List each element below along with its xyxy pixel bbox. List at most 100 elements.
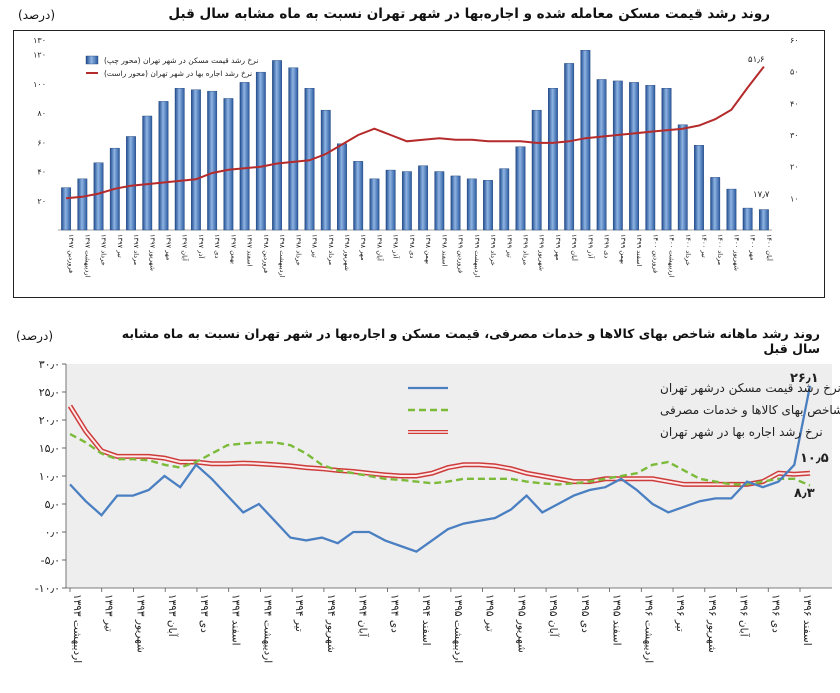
top-category-label: مهر ۱۳۹۷ [164,234,172,260]
top-category-label: بهمن ۱۳۹۷ [229,234,237,264]
top-bar [483,180,493,231]
top-bar [385,169,396,231]
top-bar [239,82,250,231]
top-bar [142,115,153,231]
top-category-label: اردیبهشت ۱۳۹۷ [83,234,91,278]
top-bar [596,79,607,231]
bottom-x-label: اردیبهشت ۱۳۹۴ [261,594,273,663]
top-bar [710,177,721,231]
top-category-label: تیر ۱۳۹۷ [116,234,124,258]
bottom-x-label: آبان ۱۳۹۶ [738,594,751,638]
bottom-end-label: ۱۰٫۵ [800,451,829,466]
top-bar [223,98,234,231]
top-category-label: شهریور ۱۴۰۰ [732,234,740,271]
bottom-x-label: شهریور ۱۳۹۴ [325,594,337,653]
top-bar [174,88,185,231]
top-bar [418,165,429,231]
bottom-x-label: آبان ۱۳۹۵ [547,594,560,638]
bottom-legend-label: نرخ رشد قیمت مسکن درشهر تهران [660,381,840,396]
bottom-x-label: شهریور ۱۳۹۳ [134,594,146,653]
top-category-label: مهر ۱۳۹۹ [554,234,562,260]
top-category-label: مرداد ۱۳۹۷ [132,234,140,265]
bottom-x-label: دی ۱۳۹۴ [388,594,400,633]
bottom-x-label: تیر ۱۳۹۳ [103,594,115,632]
bottom-y-tick: ۲۵٫۰ [39,386,60,399]
top-bar [645,85,656,231]
top-category-label: مرداد ۱۳۹۸ [327,234,335,265]
top-chart-frame [13,30,825,298]
top-category-label: فروردین ۱۳۹۹ [457,234,465,273]
top-bar [158,101,169,231]
top-rent-line [66,65,765,200]
bottom-y-tick: ۱۰٫۰ [39,470,60,483]
top-bar [434,171,445,231]
top-combo-chart: ۱۳۰ ۱۲۰ ۱۰۰ ۸۰ ۶۰ ۴۰ ۲۰ ۶۰ ۵۰ ۴۰ ۳۰ ۲۰ ۱۰ فروردین ۱۳۹… [33,36,799,278]
bottom-x-label: تیر ۱۳۹۵ [484,594,496,632]
top-left-tick: ۴۰ [37,168,46,177]
bottom-y-tick: ۰٫۰ [45,526,60,539]
top-bar [288,67,299,231]
top-right-tick: ۲۰ [790,163,799,172]
top-category-label: تیر ۱۴۰۰ [700,234,708,258]
top-category-label: اسفند ۱۳۹۸ [440,234,448,267]
top-category-label: بهمن ۱۳۹۸ [424,234,432,264]
bottom-x-label: اردیبهشت ۱۳۹۶ [642,594,654,663]
top-annotation: ۱۷٫۷ [753,190,770,200]
top-category-label: خرداد ۱۳۹۸ [294,234,302,266]
top-category-label: اردیبهشت ۱۳۹۹ [473,234,481,278]
top-left-tick: ۱۰۰ [33,80,46,89]
top-left-tick: ۸۰ [37,109,46,118]
top-category-label: تیر ۱۳۹۸ [311,234,319,258]
top-right-tick: ۳۰ [790,131,799,140]
top-bar [515,146,526,231]
top-bar [629,82,639,231]
top-bar [450,175,461,231]
top-bar [742,207,753,231]
bottom-y-tick: ۵٫۰ [45,498,60,511]
top-legend-label: نرخ رشد اجاره بها در شهر تهران (محور راس… [104,69,252,78]
top-bar [320,109,331,231]
bottom-housing-line [69,385,812,553]
top-category-label: فروردین ۱۴۰۰ [651,234,659,273]
top-category-label: شهریور ۱۳۹۹ [538,234,546,271]
top-bar [191,89,201,231]
top-bar [758,209,769,231]
top-category-label: دی ۱۳۹۸ [408,234,416,258]
top-right-tick: ۵۰ [790,68,799,77]
top-category-label: خرداد ۱۳۹۷ [100,234,108,266]
top-bar [61,187,72,231]
bottom-x-label: دی ۱۳۹۳ [198,594,210,633]
top-annotation: ۵۱٫۶ [748,55,764,65]
bottom-x-label: دی ۱۳۹۵ [579,594,591,633]
top-category-label: اسفند ۱۳۹۷ [246,234,254,267]
top-left-tick: ۱۳۰ [33,36,46,45]
top-bar [353,161,364,231]
bottom-x-label: اسفند ۱۳۹۳ [230,594,242,646]
top-bar [499,168,510,231]
top-bar [126,136,136,231]
top-category-label: فروردین ۱۳۹۸ [262,234,270,273]
bottom-legend-label: نرخ رشد شاخص بهای کالاها و خدمات مصرفی [660,403,840,418]
bottom-legend-label: نرخ رشد اجاره بها در شهر تهران [660,425,823,440]
top-category-label: بهمن ۱۳۹۹ [619,234,627,264]
top-category-label: مهر ۱۴۰۰ [749,234,757,260]
bottom-x-label: اسفند ۱۳۹۶ [801,594,813,646]
top-bar [401,171,412,231]
top-bar [466,178,477,231]
top-bar [77,178,88,231]
bottom-y-tick: ۳۰٫۰ [39,358,60,371]
bottom-x-label: اسفند ۱۳۹۴ [420,594,432,646]
top-bar [207,90,218,231]
top-left-tick: ۶۰ [37,138,46,147]
top-legend-label: نرخ رشد قیمت مسکن در شهر تهران (محور چپ) [104,56,258,65]
top-category-label: شهریور ۱۳۹۷ [148,234,156,271]
top-bar [369,178,380,231]
top-bar [677,124,688,231]
top-category-label: خرداد ۱۳۹۹ [489,234,497,266]
top-category-label: آبان ۱۴۰۰ [765,234,774,262]
top-category-label: دی ۱۳۹۷ [213,234,221,258]
top-category-label: آذر ۱۳۹۹ [586,234,595,259]
bottom-x-label: تیر ۱۳۹۴ [293,594,305,632]
bottom-x-label: آبان ۱۳۹۳ [166,594,179,638]
